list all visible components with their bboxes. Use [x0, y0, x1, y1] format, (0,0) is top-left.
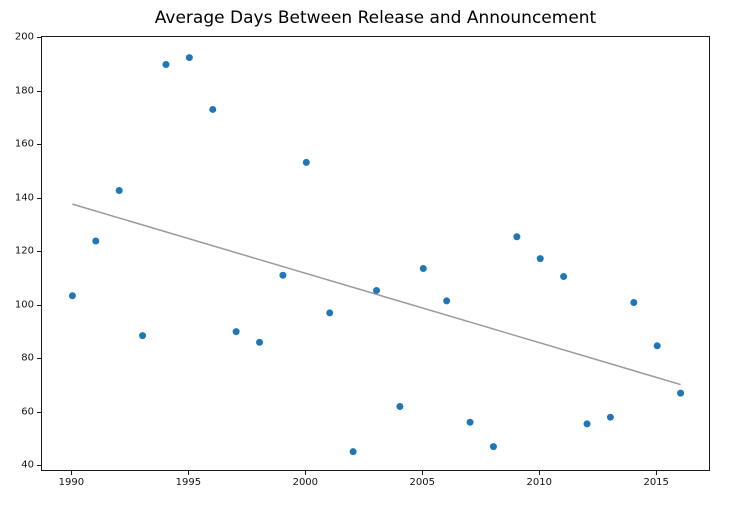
x-tick-mark [188, 471, 190, 475]
x-tick-mark [71, 471, 73, 475]
y-tick-label: 100 [14, 299, 34, 311]
data-point [560, 273, 568, 281]
data-point [630, 298, 638, 306]
x-tick-label: 2000 [292, 477, 319, 488]
data-point [232, 328, 240, 336]
data-point [653, 342, 661, 350]
data-point [139, 332, 147, 340]
y-tick-mark [37, 37, 41, 39]
x-tick-label: 2015 [643, 477, 669, 488]
x-tick-mark [656, 471, 658, 475]
y-tick-label: 80 [21, 352, 34, 364]
y-tick-mark [37, 304, 41, 306]
data-point [466, 418, 474, 426]
x-tick-label: 1995 [175, 477, 202, 488]
y-tick-mark [37, 358, 41, 360]
x-tick-mark [305, 471, 307, 475]
y-tick-label: 180 [14, 85, 34, 97]
data-point [443, 297, 451, 305]
y-tick-label: 140 [14, 192, 34, 204]
data-point [349, 448, 357, 456]
y-tick-mark [37, 465, 41, 467]
data-point [256, 338, 264, 346]
plot-area [41, 36, 710, 471]
data-point [68, 292, 76, 300]
data-point [606, 413, 614, 421]
data-point [209, 105, 217, 113]
data-point [185, 54, 193, 62]
scatter-plot-canvas [68, 54, 685, 456]
data-point [115, 186, 123, 194]
data-point [396, 402, 404, 410]
data-point [162, 61, 170, 69]
data-point [677, 389, 685, 397]
y-tick-label: 160 [14, 138, 34, 150]
data-point [419, 265, 427, 273]
x-tick-mark [539, 471, 541, 475]
y-tick-label: 40 [21, 459, 34, 471]
x-tick-label: 1990 [58, 477, 85, 488]
y-tick-mark [37, 251, 41, 253]
y-tick-label: 200 [14, 31, 34, 43]
x-tick-label: 2005 [409, 477, 436, 488]
data-point [326, 309, 334, 317]
trend-line [72, 203, 681, 386]
data-point [489, 443, 497, 451]
y-tick-mark [37, 197, 41, 199]
data-point [373, 286, 380, 294]
chart-title: Average Days Between Release and Announc… [154, 8, 597, 28]
y-tick-mark [37, 411, 41, 413]
y-tick-mark [37, 90, 41, 92]
data-point [583, 420, 591, 428]
data-point [513, 233, 521, 241]
x-tick-label: 2010 [526, 477, 552, 488]
data-point [536, 255, 544, 263]
data-point [302, 158, 310, 166]
x-tick-mark [422, 471, 424, 475]
data-point [279, 271, 287, 279]
y-tick-mark [37, 144, 41, 146]
y-tick-label: 120 [14, 245, 34, 257]
y-tick-label: 60 [21, 406, 34, 418]
data-point [92, 237, 100, 245]
